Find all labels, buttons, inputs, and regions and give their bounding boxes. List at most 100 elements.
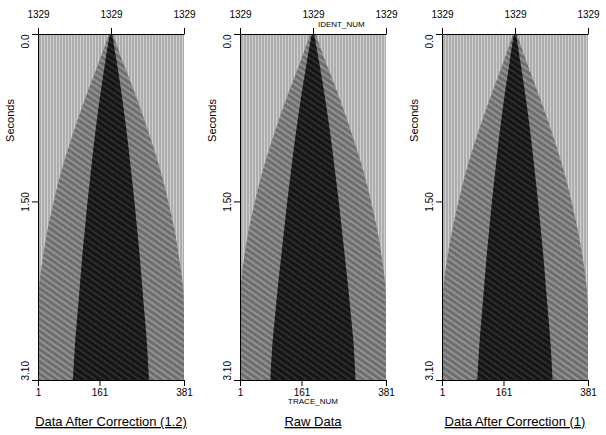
y-tick: 1.50 [222,192,240,212]
top-tick: 1329 [375,9,398,34]
top-tick-label: 1329 [100,9,123,20]
x-axis-title: TRACE_NUM [288,397,338,406]
axis-line [39,380,185,381]
top-tick-label: 1329 [229,9,252,20]
x-tick: 161 [92,380,109,398]
y-axis-title: Seconds [4,99,16,142]
panel: 11613811329132913290.01.503.10SecondsTRA… [206,9,398,429]
x-axis: 1 161 381 [440,380,598,398]
axis-line [443,380,589,381]
energy-texture [73,34,149,380]
y-tick-label: 0.0 [222,34,233,48]
top-tick-label: 1329 [302,9,325,20]
top-tick-label: 1329 [504,9,527,20]
x-tick: 1 [36,380,42,398]
y-axis: 0.0 1.50 3.10 [222,34,241,380]
top-axis: 1329 1329 1329 [27,9,196,35]
y-axis-title: Seconds [408,99,420,142]
y-tick-label: 1.50 [222,192,233,212]
top-tick: 1329 [173,9,196,34]
y-tick-label: 0.0 [20,34,31,48]
axis-line [241,380,387,381]
top-tick-mark [442,28,443,34]
y-tick-mark [32,201,38,202]
plot-area [442,34,588,380]
y-tick-mark [436,201,442,202]
y-tick: 3.10 [222,361,240,381]
x-tick-label: 161 [496,387,513,398]
x-axis: 1161381 [238,380,396,398]
energy-area [240,34,386,380]
x-tick-mark [38,380,39,386]
energy-texture [38,34,184,380]
top-tick-label: 1329 [27,9,50,20]
y-tick: 3.10 [20,361,38,381]
y-tick: 1.50 [424,192,442,212]
x-axis: 1 161 381 [36,380,194,398]
y-tick-mark [436,34,442,35]
x-tick: 381 [378,380,395,398]
panel: 11613811329132913290.01.503.10SecondsDat… [408,9,600,429]
panel-title: Data After Correction (1.2) [35,414,187,429]
axis-line [443,34,589,35]
x-tick: 161 [496,380,513,398]
y-tick-label: 3.10 [222,361,233,381]
y-tick-label: 1.50 [424,192,435,212]
top-tick-mark [240,28,241,34]
x-tick-mark [386,380,387,386]
x-tick: 1 [238,380,244,398]
y-axis: 0.0 1.50 3.10 [20,34,39,380]
x-tick-label: 161 [92,387,109,398]
figure: 1 161 381 1329 1329 1329 0.0 1.50 3.10 Seconds Dat… [0,0,606,435]
x-tick-label: 381 [176,387,193,398]
plot-background [240,34,386,380]
x-tick-label: 381 [378,387,395,398]
energy-area [73,34,149,380]
y-tick-label: 0.0 [424,34,435,48]
y-tick: 0.0 [20,34,38,48]
energy-area [270,34,355,380]
axis-line [442,35,443,381]
energy-area [38,34,184,380]
x-tick-mark [503,380,504,386]
top-tick-label: 1329 [375,9,398,20]
top-tick: 1329 [504,9,527,34]
top-tick-mark [588,28,589,34]
top-tick-label: 1329 [173,9,196,20]
top-tick-mark [515,28,516,34]
y-tick: 1.50 [20,192,38,212]
plot-background [442,34,588,380]
x-tick: 381 [176,380,193,398]
x-tick-label: 1 [36,387,42,398]
top-axis: 1329 1329 1329 [229,9,398,35]
plot-area [240,34,386,380]
top-tick-mark [386,28,387,34]
energy-texture [240,34,386,380]
x-tick-mark [240,380,241,386]
energy-texture [477,34,552,380]
y-tick-label: 3.10 [20,361,31,381]
energy-texture [270,34,355,380]
x-tick: 1 [440,380,446,398]
top-tick-mark [38,28,39,34]
y-tick-mark [32,34,38,35]
top-tick-mark [184,28,185,34]
x-tick-label: 1 [238,387,244,398]
y-axis-title: Seconds [206,99,218,142]
axis-line [240,35,241,381]
x-tick-mark [588,380,589,386]
plot-background [38,34,184,380]
y-tick: 0.0 [222,34,240,48]
energy-area [477,34,552,380]
x-tick-label: 381 [580,387,597,398]
top-tick-mark [313,28,314,34]
y-tick-mark [234,201,240,202]
y-tick-mark [32,380,38,381]
y-axis: 0.0 1.50 3.10 [424,34,443,380]
axis-line [38,35,39,381]
top-axis: 132913291329 [431,9,600,35]
y-tick: 3.10 [424,361,442,381]
y-tick-mark [234,380,240,381]
axis-line [241,34,387,35]
x-tick-mark [301,380,302,386]
